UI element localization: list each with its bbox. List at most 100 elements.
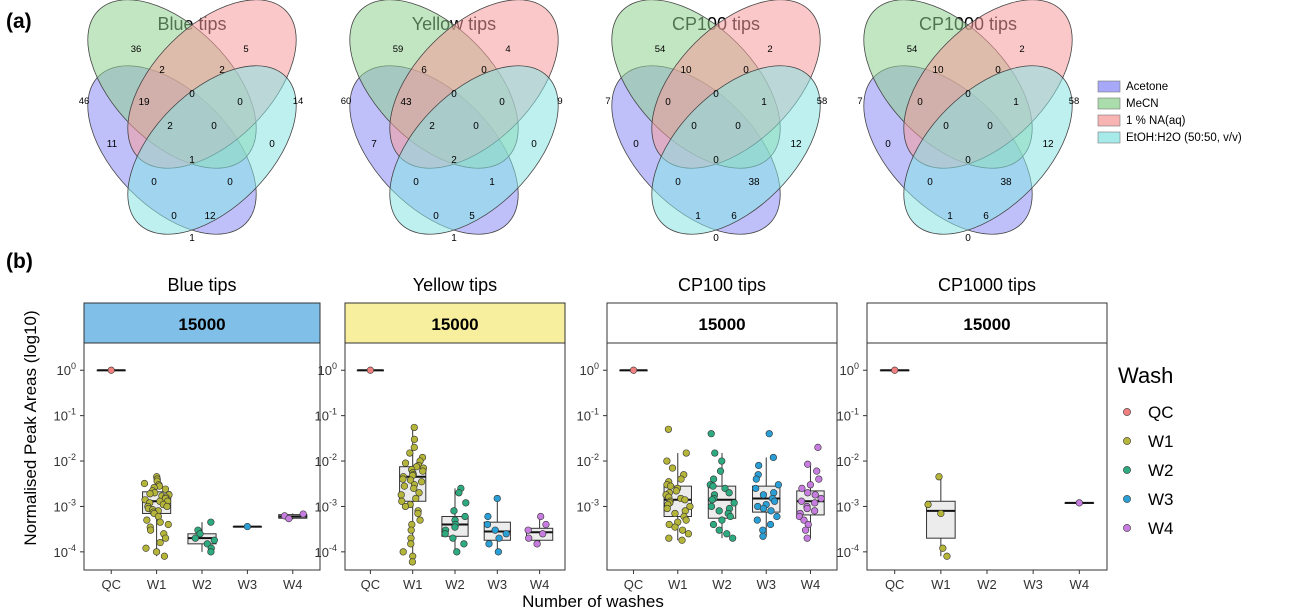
venn-region-count: 2 bbox=[159, 65, 165, 76]
venn-region-count: 0 bbox=[531, 139, 537, 150]
y-tick-label: 10-2 bbox=[577, 452, 599, 469]
y-tick-label: 10-2 bbox=[315, 452, 337, 469]
facet-strip-label: 15000 bbox=[698, 315, 745, 334]
panel-a-label: (a) bbox=[6, 10, 32, 33]
data-point bbox=[161, 534, 170, 542]
data-point bbox=[759, 532, 767, 540]
data-point bbox=[682, 516, 690, 524]
x-tick-label: QC bbox=[624, 577, 644, 592]
venn-region-count: 0 bbox=[917, 97, 923, 108]
data-point bbox=[449, 534, 457, 542]
wash-legend-marker bbox=[1123, 495, 1131, 503]
data-point bbox=[681, 496, 689, 504]
data-point bbox=[682, 449, 690, 457]
facet-strip-label: 15000 bbox=[178, 315, 225, 334]
box-panel: Yellow tips 15000 100 10-1 10-2 10-3 10-4 QC W1 W… bbox=[315, 275, 566, 592]
data-point bbox=[668, 464, 677, 472]
data-point bbox=[542, 520, 550, 529]
venn-legend-label: Acetone bbox=[1126, 81, 1168, 93]
venn-set-total: 2 bbox=[767, 44, 772, 55]
data-point bbox=[484, 512, 492, 521]
data-point bbox=[937, 509, 945, 518]
wash-legend-marker bbox=[1123, 524, 1131, 532]
venn-set-total: 58 bbox=[1069, 96, 1080, 107]
venn-region-count: 0 bbox=[735, 121, 741, 132]
venn-region-count: 1 bbox=[1013, 97, 1019, 108]
data-point bbox=[752, 475, 760, 483]
data-point bbox=[708, 496, 716, 504]
box-panel-title: Blue tips bbox=[167, 275, 236, 295]
data-point bbox=[723, 530, 731, 538]
box bbox=[926, 500, 956, 539]
y-tick-label: 100 bbox=[580, 361, 599, 378]
data-point bbox=[811, 491, 819, 499]
wash-legend-label: QC bbox=[1148, 403, 1174, 422]
data-point bbox=[207, 518, 215, 526]
venn-region-count: 0 bbox=[691, 121, 697, 132]
data-point bbox=[663, 457, 671, 465]
data-point bbox=[407, 526, 415, 534]
data-point bbox=[156, 538, 164, 547]
wash-legend-marker bbox=[1123, 408, 1131, 416]
venn-legend-label: 1 % NA(aq) bbox=[1126, 115, 1186, 127]
data-point bbox=[414, 509, 422, 518]
data-point bbox=[677, 475, 685, 483]
venn-region-count: 2 bbox=[219, 65, 225, 76]
data-point bbox=[453, 548, 461, 556]
venn-region-count: 43 bbox=[400, 97, 412, 108]
data-point bbox=[210, 536, 218, 544]
venn-region-count: 0 bbox=[171, 211, 177, 222]
y-tick-label: 10-1 bbox=[837, 407, 859, 424]
data-point bbox=[806, 481, 815, 489]
venn-region-count: 0 bbox=[927, 177, 933, 188]
data-point bbox=[419, 467, 427, 475]
venn-region-count: 1 bbox=[189, 233, 195, 244]
venn-region-count: 2 bbox=[167, 121, 173, 132]
venn-region-count: 0 bbox=[633, 139, 639, 150]
venn-region-count: 1 bbox=[947, 211, 953, 222]
venn-set-total: 9 bbox=[557, 96, 562, 107]
y-tick-label: 10-3 bbox=[315, 497, 337, 514]
data-point bbox=[811, 499, 819, 507]
data-point bbox=[461, 512, 469, 521]
facet-strip bbox=[83, 302, 321, 344]
venn-region-count: 11 bbox=[107, 139, 118, 150]
data-point bbox=[451, 523, 459, 531]
facet-strip bbox=[606, 302, 838, 344]
venn-region-count: 1 bbox=[451, 233, 457, 244]
data-point bbox=[817, 494, 825, 503]
data-point bbox=[759, 491, 768, 499]
data-point bbox=[665, 534, 673, 542]
venn-region-count: 0 bbox=[675, 177, 681, 188]
x-tick-label: W3 bbox=[756, 577, 776, 592]
data-point bbox=[537, 512, 545, 521]
venn-legend-label: EtOH:H2O (50:50, v/v) bbox=[1126, 132, 1242, 144]
data-point bbox=[804, 460, 812, 468]
venn-region-count: 0 bbox=[987, 121, 993, 132]
data-point bbox=[410, 423, 418, 432]
data-point bbox=[406, 476, 415, 484]
venn-set-total: 7 bbox=[605, 96, 610, 107]
data-point bbox=[753, 516, 761, 524]
venn-region-count: 0 bbox=[211, 121, 217, 132]
data-point bbox=[450, 507, 458, 515]
x-tick-label: W2 bbox=[712, 577, 732, 592]
data-point bbox=[460, 540, 468, 548]
data-point bbox=[525, 534, 533, 542]
data-point bbox=[678, 536, 686, 544]
venn-set-total: 54 bbox=[907, 44, 918, 55]
data-point bbox=[765, 430, 773, 438]
venn-region-count: 10 bbox=[932, 65, 944, 76]
venn-set-ellipse bbox=[127, 65, 297, 235]
y-tick-label: 10-4 bbox=[837, 543, 859, 560]
data-point bbox=[191, 534, 199, 542]
venn-region-count: 12 bbox=[790, 139, 802, 150]
data-point bbox=[709, 475, 718, 483]
venn-region-count: 0 bbox=[713, 89, 719, 100]
venn-region-count: 6 bbox=[731, 211, 737, 222]
data-point bbox=[401, 502, 410, 511]
